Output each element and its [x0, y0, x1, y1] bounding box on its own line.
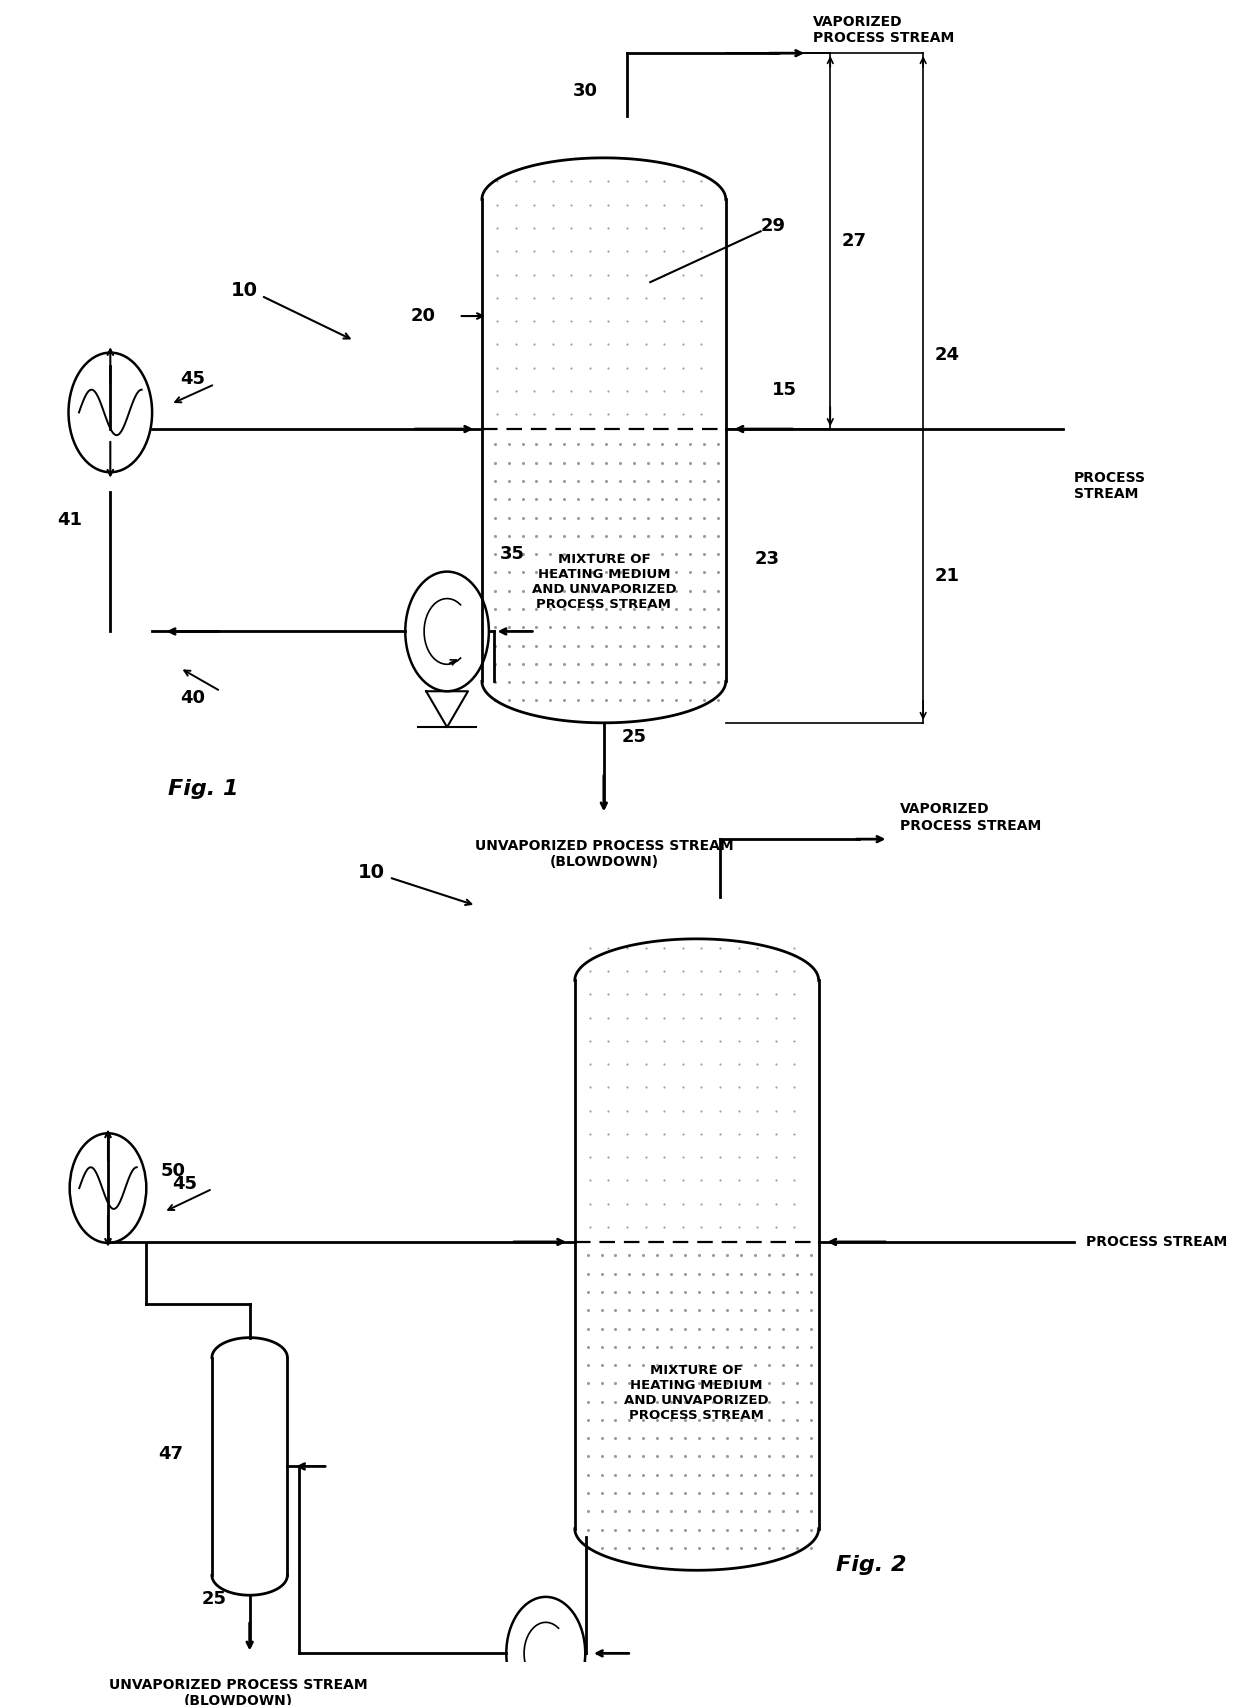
- Text: 30: 30: [573, 82, 598, 101]
- Text: UNVAPORIZED PROCESS STREAM
(BLOWDOWN): UNVAPORIZED PROCESS STREAM (BLOWDOWN): [475, 839, 733, 870]
- Text: MIXTURE OF
HEATING MEDIUM
AND UNVAPORIZED
PROCESS STREAM: MIXTURE OF HEATING MEDIUM AND UNVAPORIZE…: [532, 552, 676, 610]
- Text: 10: 10: [231, 281, 258, 300]
- Text: Fig. 1: Fig. 1: [167, 779, 238, 800]
- Text: PROCESS STREAM: PROCESS STREAM: [1086, 1234, 1228, 1250]
- Text: MIXTURE OF
HEATING MEDIUM
AND UNVAPORIZED
PROCESS STREAM: MIXTURE OF HEATING MEDIUM AND UNVAPORIZE…: [625, 1364, 769, 1422]
- Text: 47: 47: [157, 1444, 182, 1463]
- Text: Fig. 2: Fig. 2: [836, 1555, 906, 1575]
- Text: VAPORIZED
PROCESS STREAM: VAPORIZED PROCESS STREAM: [900, 803, 1042, 832]
- Text: 50: 50: [160, 1163, 185, 1180]
- Text: UNVAPORIZED PROCESS STREAM
(BLOWDOWN): UNVAPORIZED PROCESS STREAM (BLOWDOWN): [109, 1678, 367, 1705]
- Text: 45: 45: [180, 370, 205, 389]
- Text: 15: 15: [773, 382, 797, 399]
- Text: 35: 35: [500, 546, 525, 563]
- Text: 10: 10: [358, 863, 386, 881]
- Text: 45: 45: [172, 1175, 197, 1194]
- Text: 24: 24: [935, 346, 960, 363]
- Text: 25: 25: [621, 728, 646, 745]
- Text: VAPORIZED
PROCESS STREAM: VAPORIZED PROCESS STREAM: [813, 15, 954, 44]
- Text: PROCESS
STREAM: PROCESS STREAM: [1074, 471, 1146, 501]
- Text: 25: 25: [201, 1591, 227, 1608]
- Text: 20: 20: [410, 307, 435, 326]
- Text: 41: 41: [57, 512, 82, 530]
- Text: 40: 40: [180, 689, 205, 708]
- Text: 29: 29: [760, 217, 786, 235]
- Text: 27: 27: [842, 232, 867, 251]
- Text: 23: 23: [755, 551, 780, 568]
- Text: 21: 21: [935, 568, 960, 585]
